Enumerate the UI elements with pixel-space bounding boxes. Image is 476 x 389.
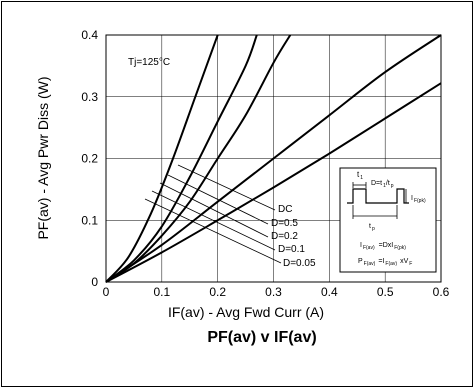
curve-label-d005: D=0.05 bbox=[283, 258, 316, 269]
inset-eq-pfav: PF(av) =IF(av) xVF bbox=[358, 258, 412, 267]
x-tick-label-2: 0.2 bbox=[209, 285, 226, 299]
x-tick-label-0: 0 bbox=[103, 285, 110, 299]
series-line-dc bbox=[105, 82, 442, 283]
x-tick-label-5: 0.5 bbox=[377, 285, 394, 299]
series-line-d-0-1 bbox=[105, 34, 258, 283]
inset-box: t1 D=t1/tp IF(pk) tp IF(av) =DxIF(pk) PF(… bbox=[339, 167, 437, 273]
condition-label: Tj=125°C bbox=[128, 57, 170, 68]
inset-t1: t1 bbox=[357, 170, 363, 181]
curve-label-d02: D=0.2 bbox=[271, 231, 298, 242]
label-leader-0 bbox=[177, 164, 276, 211]
inset-tp: tp bbox=[369, 223, 375, 232]
y-tick-label-0: 0 bbox=[91, 275, 98, 289]
inset-ifpk: IF(pk) bbox=[411, 195, 426, 204]
series-line-d-0-05 bbox=[105, 34, 219, 283]
x-tick-label-4: 0.4 bbox=[321, 285, 338, 299]
x-tick-label-6: 0.6 bbox=[433, 285, 450, 299]
x-axis-label: IF(av) - Avg Fwd Curr (A) bbox=[168, 304, 324, 320]
label-leader-2 bbox=[159, 182, 269, 238]
label-leader-3 bbox=[151, 190, 276, 251]
y-tick-label-1: 0.1 bbox=[81, 213, 98, 227]
pulse-waveform-icon bbox=[347, 188, 409, 204]
x-tick-label-3: 0.3 bbox=[265, 285, 282, 299]
y-tick-label-2: 0.2 bbox=[81, 152, 98, 166]
y-tick-labels: 0 0.1 0.2 0.3 0.4 bbox=[81, 28, 98, 289]
label-leader-1 bbox=[167, 174, 269, 225]
inset-duty: D=t1/tp bbox=[371, 180, 394, 189]
series-line-d-0-5 bbox=[105, 34, 442, 283]
curve-label-d01: D=0.1 bbox=[278, 244, 305, 255]
plot-area bbox=[105, 34, 442, 283]
label-leader-4 bbox=[144, 198, 282, 264]
label-leaders bbox=[144, 164, 282, 264]
y-axis-label: PF(av) - Avg Pwr Diss (W) bbox=[35, 76, 51, 239]
curve-label-d05: D=0.5 bbox=[271, 218, 298, 229]
curve-label-dc: DC bbox=[278, 204, 292, 215]
y-tick-label-4: 0.4 bbox=[81, 28, 98, 42]
x-tick-labels: 0 0.1 0.2 0.3 0.4 0.5 0.6 bbox=[103, 285, 450, 299]
curve-labels: DC D=0.5 D=0.2 D=0.1 D=0.05 bbox=[271, 204, 316, 269]
curves bbox=[105, 34, 442, 283]
x-tick-label-1: 0.1 bbox=[153, 285, 170, 299]
chart-title: PF(av) v IF(av) bbox=[207, 329, 316, 346]
y-tick-label-3: 0.3 bbox=[81, 90, 98, 104]
inset-eq-ifav: IF(av) =DxIF(pk) bbox=[360, 242, 406, 251]
